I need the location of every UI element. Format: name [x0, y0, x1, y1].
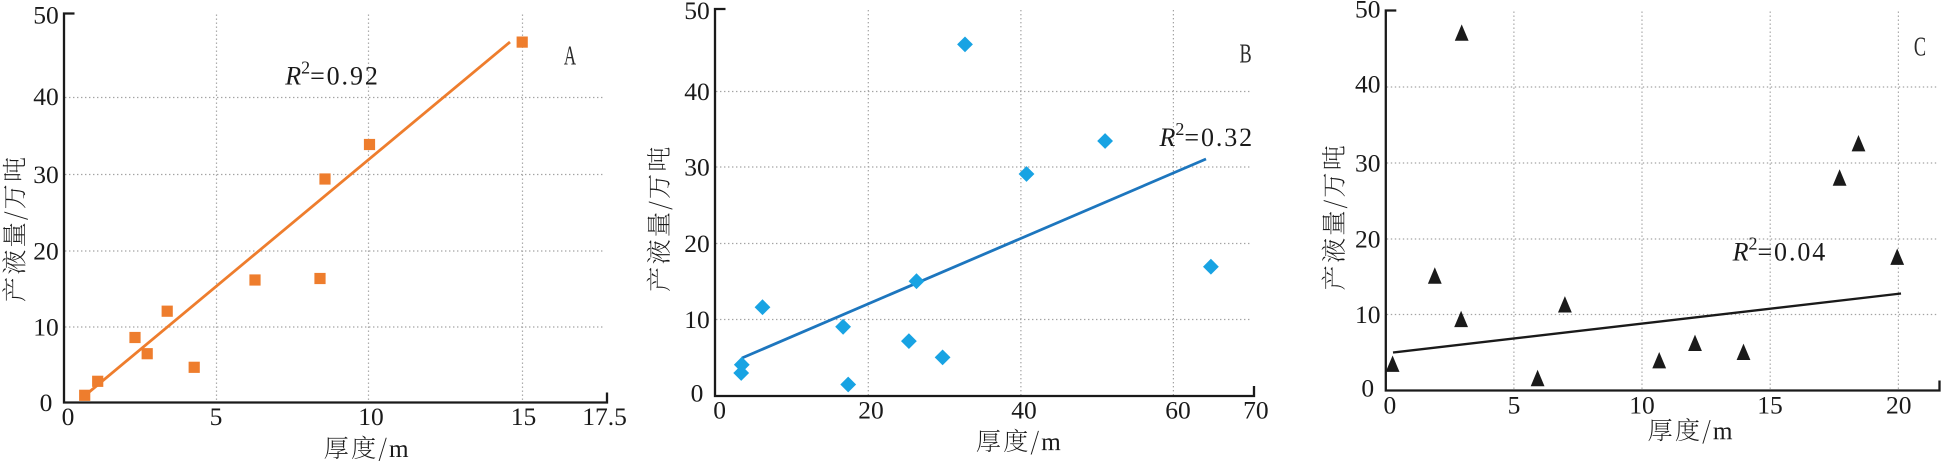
svg-text:10: 10 — [684, 305, 710, 334]
svg-text:0: 0 — [1384, 391, 1397, 420]
svg-text:R2=0.92: R2=0.92 — [284, 58, 380, 91]
svg-text:20: 20 — [858, 396, 884, 425]
svg-text:A: A — [564, 41, 577, 71]
svg-text:20: 20 — [1355, 224, 1381, 253]
svg-text:20: 20 — [684, 229, 710, 258]
svg-text:70: 70 — [1243, 396, 1269, 425]
svg-text:R2=0.04: R2=0.04 — [1732, 233, 1828, 266]
svg-text:C: C — [1914, 32, 1926, 62]
svg-text:0: 0 — [62, 402, 75, 431]
svg-text:B: B — [1240, 39, 1252, 69]
svg-text:20: 20 — [33, 236, 59, 265]
svg-text:20: 20 — [1886, 391, 1912, 420]
svg-text:30: 30 — [684, 152, 710, 181]
svg-text:10: 10 — [1629, 391, 1655, 420]
svg-text:R2=0.32: R2=0.32 — [1159, 119, 1255, 152]
svg-text:50: 50 — [33, 0, 59, 29]
svg-text:0: 0 — [40, 388, 53, 417]
svg-text:15: 15 — [1757, 391, 1783, 420]
svg-text:15: 15 — [511, 402, 537, 431]
svg-text:40: 40 — [684, 77, 710, 106]
svg-text:17.5: 17.5 — [582, 402, 627, 431]
svg-text:30: 30 — [1355, 148, 1381, 177]
svg-text:50: 50 — [1355, 0, 1381, 23]
svg-text:60: 60 — [1165, 396, 1191, 425]
svg-text:30: 30 — [33, 160, 59, 189]
svg-text:0: 0 — [713, 396, 726, 425]
svg-text:0: 0 — [1361, 373, 1374, 402]
svg-text:40: 40 — [1355, 69, 1381, 98]
svg-text:0: 0 — [691, 378, 704, 407]
svg-text:40: 40 — [33, 82, 59, 111]
svg-text:10: 10 — [1355, 300, 1381, 329]
svg-text:10: 10 — [358, 402, 384, 431]
svg-text:40: 40 — [1011, 396, 1037, 425]
svg-text:5: 5 — [1508, 391, 1521, 420]
svg-text:10: 10 — [33, 312, 59, 341]
svg-text:50: 50 — [684, 0, 710, 25]
svg-text:5: 5 — [210, 402, 223, 431]
